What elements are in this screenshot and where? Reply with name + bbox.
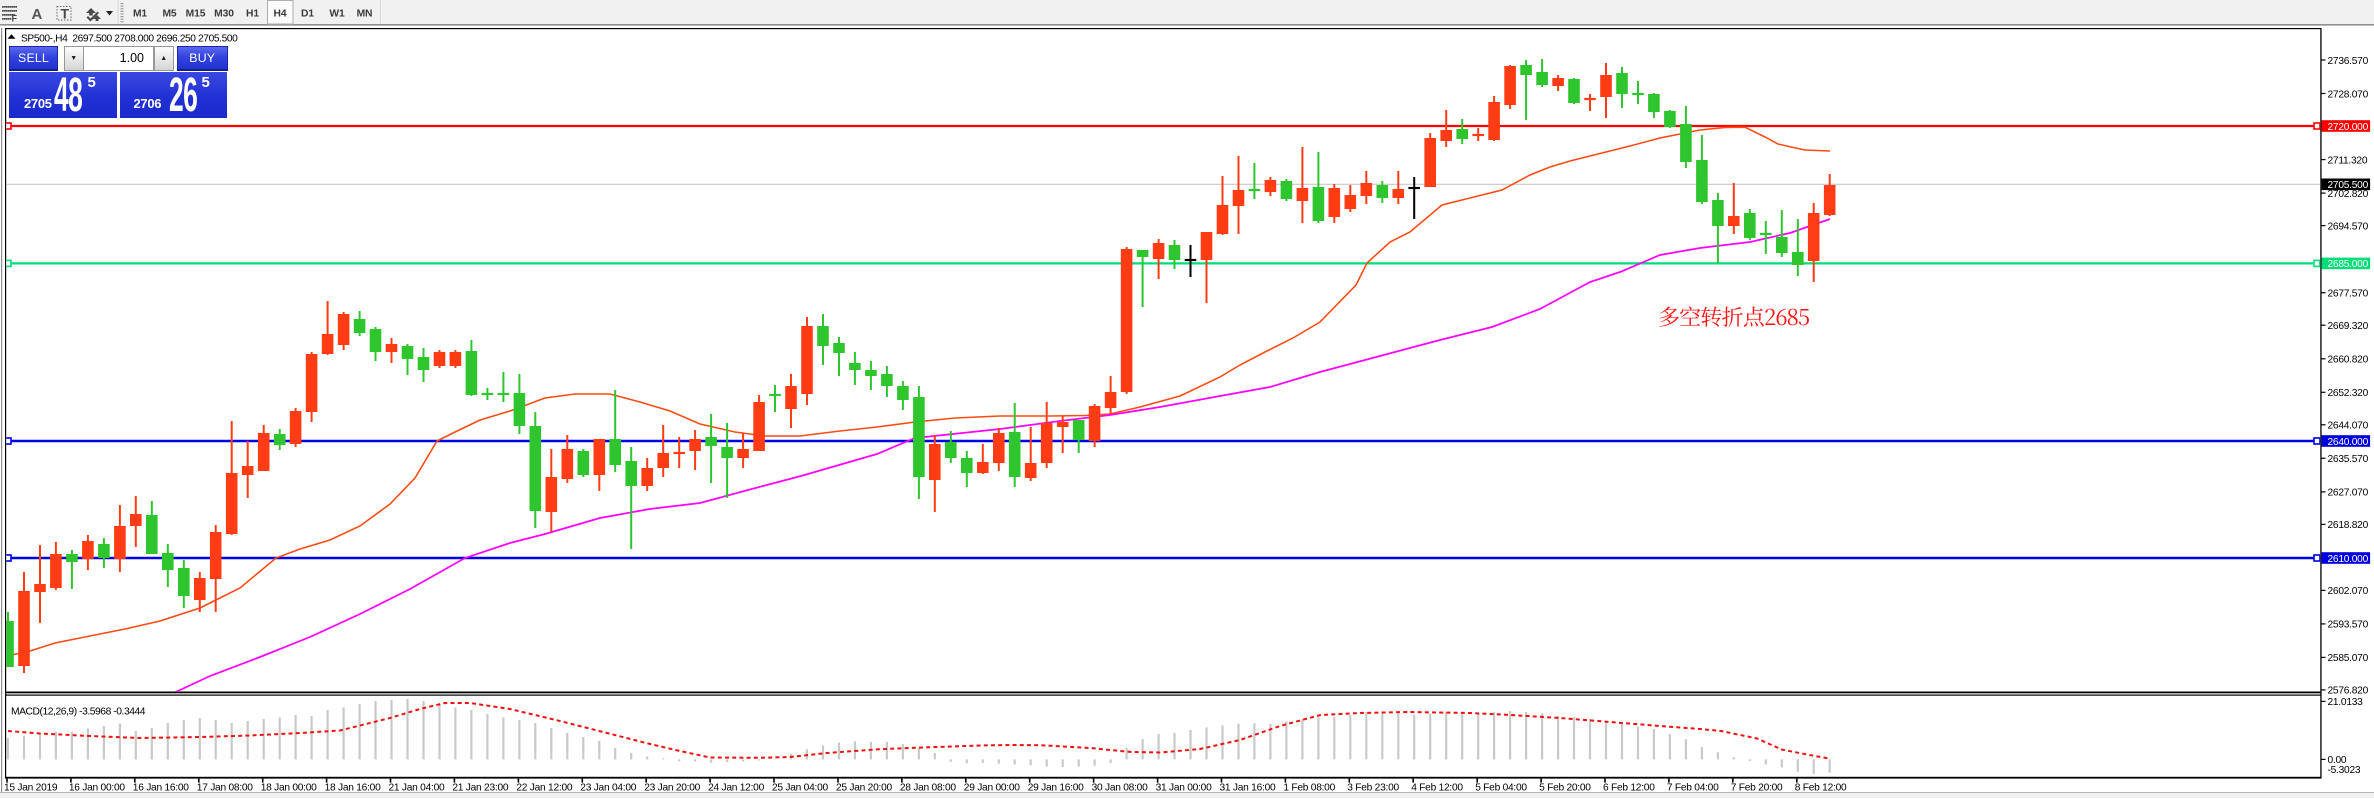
svg-text:15 Jan 2019: 15 Jan 2019 (4, 783, 58, 794)
svg-text:M5: M5 (162, 9, 176, 20)
svg-text:2720.000: 2720.000 (2328, 122, 2369, 133)
svg-text:2669.320: 2669.320 (2328, 321, 2369, 332)
svg-text:W1: W1 (329, 9, 345, 20)
svg-text:8 Feb 12:00: 8 Feb 12:00 (1795, 783, 1847, 794)
svg-text:2602.070: 2602.070 (2328, 586, 2369, 597)
svg-text:21 Jan 04:00: 21 Jan 04:00 (389, 783, 445, 794)
svg-text:2705.500: 2705.500 (2328, 180, 2369, 191)
svg-text:31 Jan 00:00: 31 Jan 00:00 (1156, 783, 1212, 794)
svg-text:H4: H4 (274, 9, 287, 20)
svg-text:3 Feb 23:00: 3 Feb 23:00 (1347, 783, 1399, 794)
svg-text:23 Jan 04:00: 23 Jan 04:00 (580, 783, 636, 794)
svg-text:2585.070: 2585.070 (2328, 653, 2369, 664)
svg-text:7 Feb 04:00: 7 Feb 04:00 (1667, 783, 1719, 794)
svg-text:0.00: 0.00 (2328, 755, 2347, 766)
svg-text:5 Feb 04:00: 5 Feb 04:00 (1475, 783, 1527, 794)
svg-text:24 Jan 12:00: 24 Jan 12:00 (708, 783, 764, 794)
svg-text:5 Feb 20:00: 5 Feb 20:00 (1539, 783, 1591, 794)
svg-text:M1: M1 (133, 9, 147, 20)
svg-text:25 Jan 20:00: 25 Jan 20:00 (836, 783, 892, 794)
svg-text:2640.000: 2640.000 (2328, 437, 2369, 448)
svg-text:T: T (61, 6, 70, 22)
svg-text:2610.000: 2610.000 (2328, 554, 2369, 565)
svg-text:28 Jan 08:00: 28 Jan 08:00 (900, 783, 956, 794)
svg-text:21.0133: 21.0133 (2328, 697, 2364, 708)
svg-text:MACD(12,26,9) -3.5968 -0.3444: MACD(12,26,9) -3.5968 -0.3444 (11, 707, 146, 718)
svg-text:M30: M30 (214, 9, 234, 20)
svg-text:2644.070: 2644.070 (2328, 421, 2369, 432)
svg-text:29 Jan 16:00: 29 Jan 16:00 (1028, 783, 1084, 794)
svg-text:31 Jan 16:00: 31 Jan 16:00 (1220, 783, 1276, 794)
svg-text:7 Feb 20:00: 7 Feb 20:00 (1731, 783, 1783, 794)
svg-text:2728.070: 2728.070 (2328, 89, 2369, 100)
svg-text:2702.820: 2702.820 (2328, 189, 2369, 200)
svg-text:2694.570: 2694.570 (2328, 221, 2369, 232)
svg-text:2677.570: 2677.570 (2328, 289, 2369, 300)
svg-text:25 Jan 04:00: 25 Jan 04:00 (772, 783, 828, 794)
svg-text:2711.320: 2711.320 (2328, 155, 2368, 166)
svg-text:-5.3023: -5.3023 (2328, 765, 2361, 776)
svg-text:30 Jan 08:00: 30 Jan 08:00 (1092, 783, 1148, 794)
svg-text:2593.570: 2593.570 (2328, 620, 2369, 631)
svg-text:M15: M15 (186, 9, 206, 20)
svg-text:H1: H1 (246, 9, 259, 20)
svg-text:18 Jan 16:00: 18 Jan 16:00 (325, 783, 381, 794)
svg-text:2576.820: 2576.820 (2328, 686, 2369, 697)
svg-text:1 Feb 08:00: 1 Feb 08:00 (1283, 783, 1335, 794)
svg-text:6 Feb 12:00: 6 Feb 12:00 (1603, 783, 1655, 794)
svg-text:SP500-,H4 2697.500 2708.000 2: SP500-,H4 2697.500 2708.000 2696.250 270… (21, 34, 238, 45)
svg-text:2736.570: 2736.570 (2328, 56, 2369, 67)
svg-text:2618.820: 2618.820 (2328, 520, 2369, 531)
svg-text:16 Jan 16:00: 16 Jan 16:00 (133, 783, 189, 794)
svg-text:18 Jan 00:00: 18 Jan 00:00 (261, 783, 317, 794)
svg-text:2652.320: 2652.320 (2328, 388, 2369, 399)
svg-text:16 Jan 00:00: 16 Jan 00:00 (69, 783, 125, 794)
svg-text:D1: D1 (301, 9, 314, 20)
svg-text:2627.070: 2627.070 (2328, 488, 2369, 499)
svg-text:23 Jan 20:00: 23 Jan 20:00 (644, 783, 700, 794)
svg-text:2635.570: 2635.570 (2328, 454, 2369, 465)
svg-text:F: F (12, 14, 18, 24)
svg-text:17 Jan 08:00: 17 Jan 08:00 (197, 783, 253, 794)
svg-text:2660.820: 2660.820 (2328, 355, 2369, 366)
svg-text:4 Feb 12:00: 4 Feb 12:00 (1411, 783, 1463, 794)
svg-text:22 Jan 12:00: 22 Jan 12:00 (516, 783, 572, 794)
svg-text:21 Jan 23:00: 21 Jan 23:00 (452, 783, 508, 794)
svg-text:29 Jan 00:00: 29 Jan 00:00 (964, 783, 1020, 794)
svg-text:2685.000: 2685.000 (2328, 259, 2369, 270)
svg-text:A: A (32, 6, 43, 23)
svg-text:MN: MN (357, 9, 373, 20)
